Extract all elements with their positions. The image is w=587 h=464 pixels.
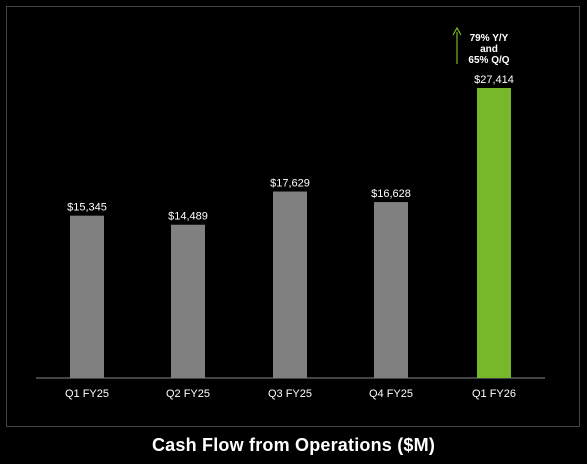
x-tick-label: Q3 FY25 [268, 388, 312, 400]
x-tick-label: Q1 FY25 [65, 388, 109, 400]
bar-chart: $15,345 Q1 FY25 $14,489 Q2 FY25 $17,629 Q3 FY… [36, 26, 545, 400]
annotation-line: and [480, 44, 498, 55]
x-tick-label: Q4 FY25 [369, 388, 413, 400]
x-tick-label: Q2 FY25 [166, 388, 210, 400]
annotation-line: 65% Q/Q [468, 55, 509, 66]
data-label: $16,628 [371, 188, 411, 200]
x-tick-label: Q1 FY26 [472, 388, 516, 400]
bar-q1-fy25 [70, 215, 104, 378]
data-label: $14,489 [168, 211, 208, 223]
chart-frame [6, 6, 580, 427]
bar-q2-fy25 [171, 224, 205, 378]
chart-title: Cash Flow from Operations ($M) [151, 435, 436, 455]
annotation-line: 79% Y/Y [470, 33, 509, 44]
bar-q3-fy25 [273, 191, 307, 378]
bar-q4-fy25 [374, 202, 408, 378]
arrow-head-icon [452, 26, 462, 36]
data-label: $27,414 [474, 74, 514, 86]
bar-q1-fy26 [477, 88, 511, 378]
data-label: $17,629 [270, 178, 310, 190]
data-label: $15,345 [67, 202, 107, 214]
